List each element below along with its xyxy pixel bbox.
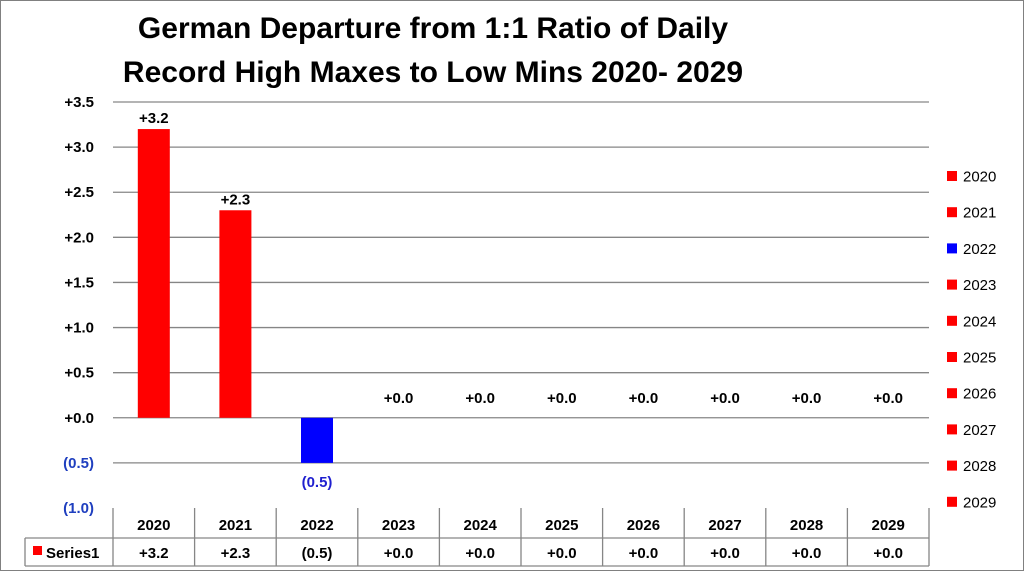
legend-swatch [947,424,957,435]
legend-swatch [947,315,957,326]
y-tick-label: +0.0 [64,410,94,427]
table-cell: +0.0 [384,545,414,562]
data-labels: +3.2 +2.3 (0.5) +0.0 +0.0 +0.0 +0.0 +0.0 +0.0 +0.… [139,110,903,491]
y-tick-label: +1.0 [64,320,94,337]
bar [219,210,252,418]
data-label: +2.3 [221,191,251,208]
table-cell: +0.0 [710,545,740,562]
legend-entry: 2023 [963,277,996,294]
y-axis-ticks: +3.5 +3.0 +2.5 +2.0 +1.5 +1.0 +0.5 +0.0 (0.5) (1.… [63,94,94,517]
series-key-swatch [33,546,42,555]
legend-swatch [947,352,957,362]
y-tick-label: +3.5 [64,94,94,111]
x-category-label: 2028 [790,517,823,534]
bar [137,129,170,418]
data-label: +0.0 [873,390,903,407]
legend-entry: 2029 [963,494,996,511]
data-label: +3.2 [139,110,169,127]
table-row-label: Series1 [46,545,99,562]
chart-title-line-1: German Departure from 1:1 Ratio of Daily [138,12,728,45]
data-label: +0.0 [465,390,495,407]
x-category-label: 2029 [872,517,905,534]
bar [301,417,333,463]
legend-entry: 2024 [963,313,996,330]
legend-swatch [947,207,957,218]
chart-title: German Departure from 1:1 Ratio of Daily… [123,12,743,89]
legend-swatch [947,243,957,254]
table-cell: +0.0 [629,545,659,562]
legend-entry: 2028 [963,458,996,475]
data-table: 2020 2021 2022 2023 2024 2025 2026 2027 2028 2029… [24,508,930,567]
y-tick-label: +2.0 [64,229,94,246]
x-category-label: 2024 [464,517,498,534]
table-cell: +0.0 [547,545,577,562]
x-category-label: 2021 [219,517,252,534]
y-tick-label: +3.0 [64,139,94,156]
legend-entry: 2025 [963,350,996,367]
legend-swatch [947,171,957,181]
table-cell: +2.3 [221,545,251,562]
data-label: +0.0 [384,390,414,407]
legend-entry: 2021 [963,205,996,222]
data-label: +0.0 [547,390,577,407]
gridlines [113,101,929,464]
x-category-label: 2023 [382,517,415,534]
table-cell: +3.2 [139,545,169,562]
data-label: +0.0 [629,390,659,407]
y-tick-label: +1.5 [64,274,94,291]
legend-entry: 2027 [963,422,996,439]
x-category-label: 2022 [300,517,333,534]
legend-swatch [947,460,957,471]
legend-swatch [947,496,957,507]
legend-entry: 2026 [963,386,996,403]
y-tick-label: (0.5) [63,455,94,472]
legend-entry: 2022 [963,241,996,258]
x-category-label: 2020 [137,517,170,534]
data-label: +0.0 [792,390,822,407]
table-cell: +0.0 [792,545,822,562]
x-category-label: 2026 [627,517,660,534]
data-label: +0.0 [710,390,740,407]
data-label: (0.5) [302,474,333,491]
bars [137,129,333,463]
legend-swatch [947,279,957,290]
x-category-label: 2025 [545,517,578,534]
y-tick-label: +0.5 [64,365,94,382]
y-tick-label: (1.0) [63,500,94,517]
chart-title-line-2: Record High Maxes to Low Mins 2020- 2029 [123,56,743,89]
legend-entry: 2020 [963,169,996,186]
table-cell: (0.5) [302,545,333,562]
x-category-label: 2027 [708,517,741,534]
legend: 2020 2021 2022 2023 2024 2025 2026 2027 2028 2029 [947,169,996,511]
legend-swatch [947,388,957,399]
y-tick-label: +2.5 [64,184,94,201]
table-cell: +0.0 [465,545,495,562]
table-cell: +0.0 [873,545,903,562]
